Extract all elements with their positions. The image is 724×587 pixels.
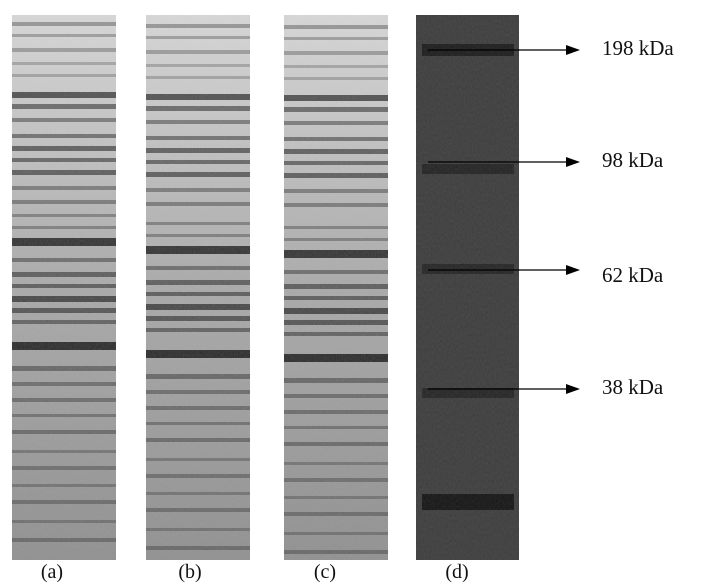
marker-label-198: 198 kDa <box>602 36 674 60</box>
gel-lane-c <box>284 15 388 560</box>
marker-label-98: 98 kDa <box>602 148 664 172</box>
lane-label-b: (b) <box>178 561 201 583</box>
marker-label-62: 62 kDa <box>602 263 664 287</box>
marker-arrow-98 <box>428 157 580 167</box>
marker-arrow-62 <box>428 265 580 275</box>
marker-label-38: 38 kDa <box>602 375 664 399</box>
gel-lane-a <box>12 15 116 560</box>
lane-label-a: (a) <box>41 561 63 583</box>
gel-lane-d-ladder <box>416 15 519 560</box>
gel-lane-b <box>146 15 250 560</box>
marker-arrow-198 <box>428 45 580 55</box>
marker-arrow-38 <box>428 384 580 394</box>
lane-label-c: (c) <box>314 561 336 583</box>
lane-label-d: (d) <box>445 561 468 583</box>
